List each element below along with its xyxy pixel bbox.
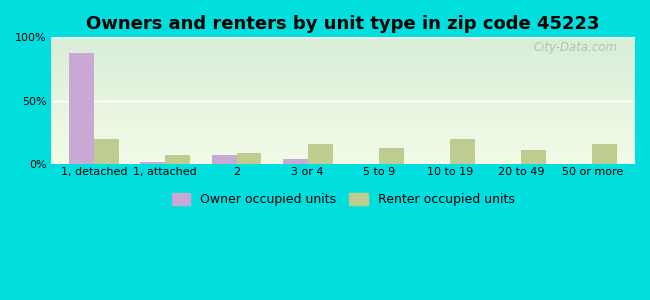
Bar — [237, 153, 261, 164]
Bar — [283, 159, 307, 164]
Bar — [379, 148, 404, 164]
Bar — [307, 144, 333, 164]
Title: Owners and renters by unit type in zip code 45223: Owners and renters by unit type in zip c… — [86, 15, 600, 33]
Bar — [165, 155, 190, 164]
Legend: Owner occupied units, Renter occupied units: Owner occupied units, Renter occupied un… — [167, 188, 520, 211]
Bar — [521, 150, 546, 164]
Bar — [70, 52, 94, 164]
Bar — [450, 139, 475, 164]
Bar — [212, 155, 237, 164]
Text: City-Data.com: City-Data.com — [534, 41, 618, 54]
Bar — [140, 162, 165, 164]
Bar — [94, 139, 119, 164]
Bar — [592, 144, 617, 164]
